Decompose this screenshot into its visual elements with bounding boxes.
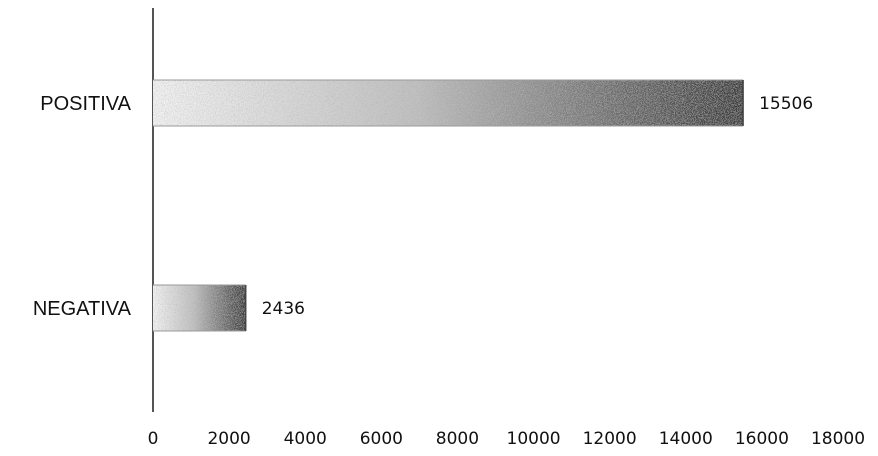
category-label-negativa: NEGATIVA xyxy=(33,298,132,320)
x-tick-label: 12000 xyxy=(583,429,637,449)
x-tick-label: 14000 xyxy=(659,429,713,449)
x-tick-label: 2000 xyxy=(207,429,250,449)
x-tick-label: 18000 xyxy=(811,429,865,449)
data-label-negativa: 2436 xyxy=(262,299,305,319)
data-label-positiva: 15506 xyxy=(759,94,813,114)
x-tick-label: 6000 xyxy=(360,429,403,449)
category-label-positiva: POSITIVA xyxy=(40,93,131,115)
x-tick-label: 4000 xyxy=(284,429,327,449)
bar-negativa xyxy=(153,285,246,331)
bar-positiva xyxy=(153,80,744,126)
x-tick-label: 16000 xyxy=(735,429,789,449)
x-tick-label: 10000 xyxy=(507,429,561,449)
x-tick-label: 8000 xyxy=(436,429,479,449)
x-tick-label: 0 xyxy=(148,429,159,449)
